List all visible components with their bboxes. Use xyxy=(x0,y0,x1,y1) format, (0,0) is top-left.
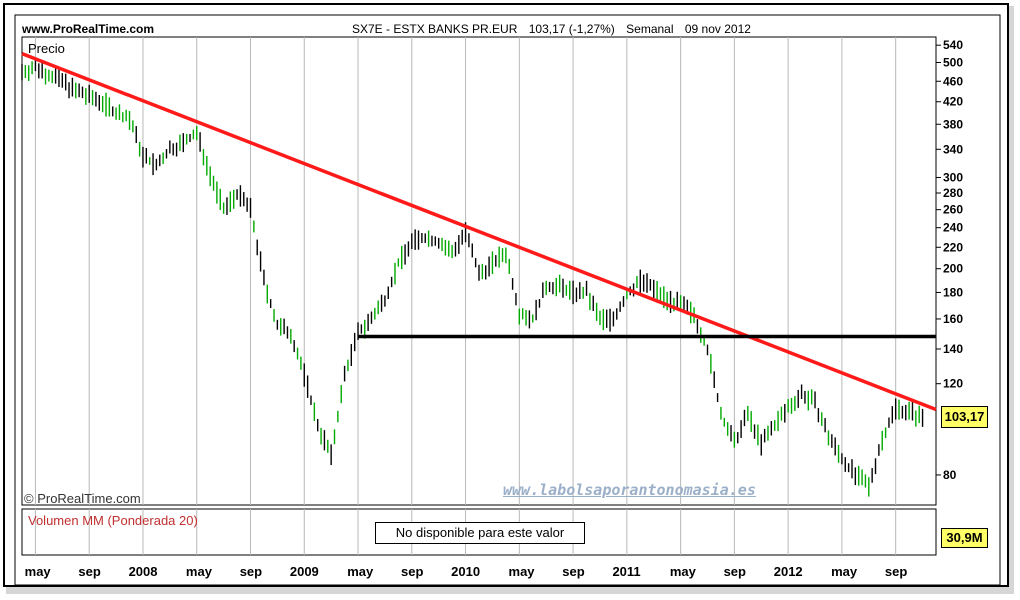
x-tick-label: 2008 xyxy=(129,564,158,579)
price-panel-title: Precio xyxy=(28,41,65,56)
last-volume-badge: 30,9M xyxy=(941,528,988,548)
x-tick-label: may xyxy=(509,564,536,579)
y-tick-label: 500 xyxy=(943,56,963,70)
x-tick-label: sep xyxy=(724,564,746,579)
x-tick-label: 2012 xyxy=(774,564,803,579)
x-tick-label: sep xyxy=(885,564,907,579)
y-tick-label: 120 xyxy=(943,377,963,391)
y-tick-label: 340 xyxy=(943,142,963,156)
x-tick-label: may xyxy=(670,564,697,579)
y-tick-label: 220 xyxy=(943,240,963,254)
copyright-label: © ProRealTime.com xyxy=(24,491,141,506)
y-tick-label: 380 xyxy=(943,117,963,131)
x-tick-label: sep xyxy=(78,564,100,579)
last-price-badge: 103,17 xyxy=(941,406,988,428)
y-tick-label: 420 xyxy=(943,95,963,109)
y-tick-label: 140 xyxy=(943,342,963,356)
x-tick-label: sep xyxy=(240,564,262,579)
x-tick-label: 2009 xyxy=(290,564,319,579)
y-tick-label: 180 xyxy=(943,285,963,299)
y-axis: 80 120 140 160 180 200 220 240 260 280 300 340 380 42… xyxy=(936,38,963,482)
x-tick-label: may xyxy=(347,564,374,579)
y-tick-label: 280 xyxy=(943,186,963,200)
y-tick-label: 540 xyxy=(943,38,963,52)
x-tick-label: sep xyxy=(562,564,584,579)
x-tick-label: may xyxy=(831,564,858,579)
watermark-link[interactable]: www.labolsaporantonomasia.es xyxy=(503,481,756,499)
overlay-lines xyxy=(21,52,937,412)
x-axis: may sep 2008 may sep 2009 may sep 2010 may sep 2011… xyxy=(25,564,908,579)
x-tick-label: 2011 xyxy=(612,564,640,579)
x-tick-label: 2010 xyxy=(451,564,480,579)
y-tick-label: 160 xyxy=(943,312,963,326)
volume-unavailable-message: No disponible para este valor xyxy=(375,522,585,544)
y-tick-label: 80 xyxy=(943,468,957,482)
x-tick-label: sep xyxy=(401,564,423,579)
y-tick-label: 240 xyxy=(943,221,963,235)
period-label: Semanal xyxy=(626,22,674,36)
chart-header: SX7E - ESTX BANKS PR.EUR 103,17 (-1,27%)… xyxy=(352,22,759,36)
symbol-label: SX7E - ESTX BANKS PR.EUR xyxy=(352,22,518,36)
resistance-trendline xyxy=(21,52,937,412)
date-label: 09 nov 2012 xyxy=(684,22,751,36)
y-tick-label: 460 xyxy=(943,74,963,88)
inner-border xyxy=(14,14,1001,586)
x-tick-label: may xyxy=(186,564,213,579)
y-tick-label: 260 xyxy=(943,203,963,217)
x-tick-label: may xyxy=(25,564,52,579)
site-title: www.ProRealTime.com xyxy=(22,22,155,36)
y-tick-label: 200 xyxy=(943,262,963,276)
volume-panel-title: Volumen MM (Ponderada 20) xyxy=(28,513,198,528)
quote-label: 103,17 (-1,27%) xyxy=(528,22,615,36)
y-tick-label: 300 xyxy=(943,170,963,184)
